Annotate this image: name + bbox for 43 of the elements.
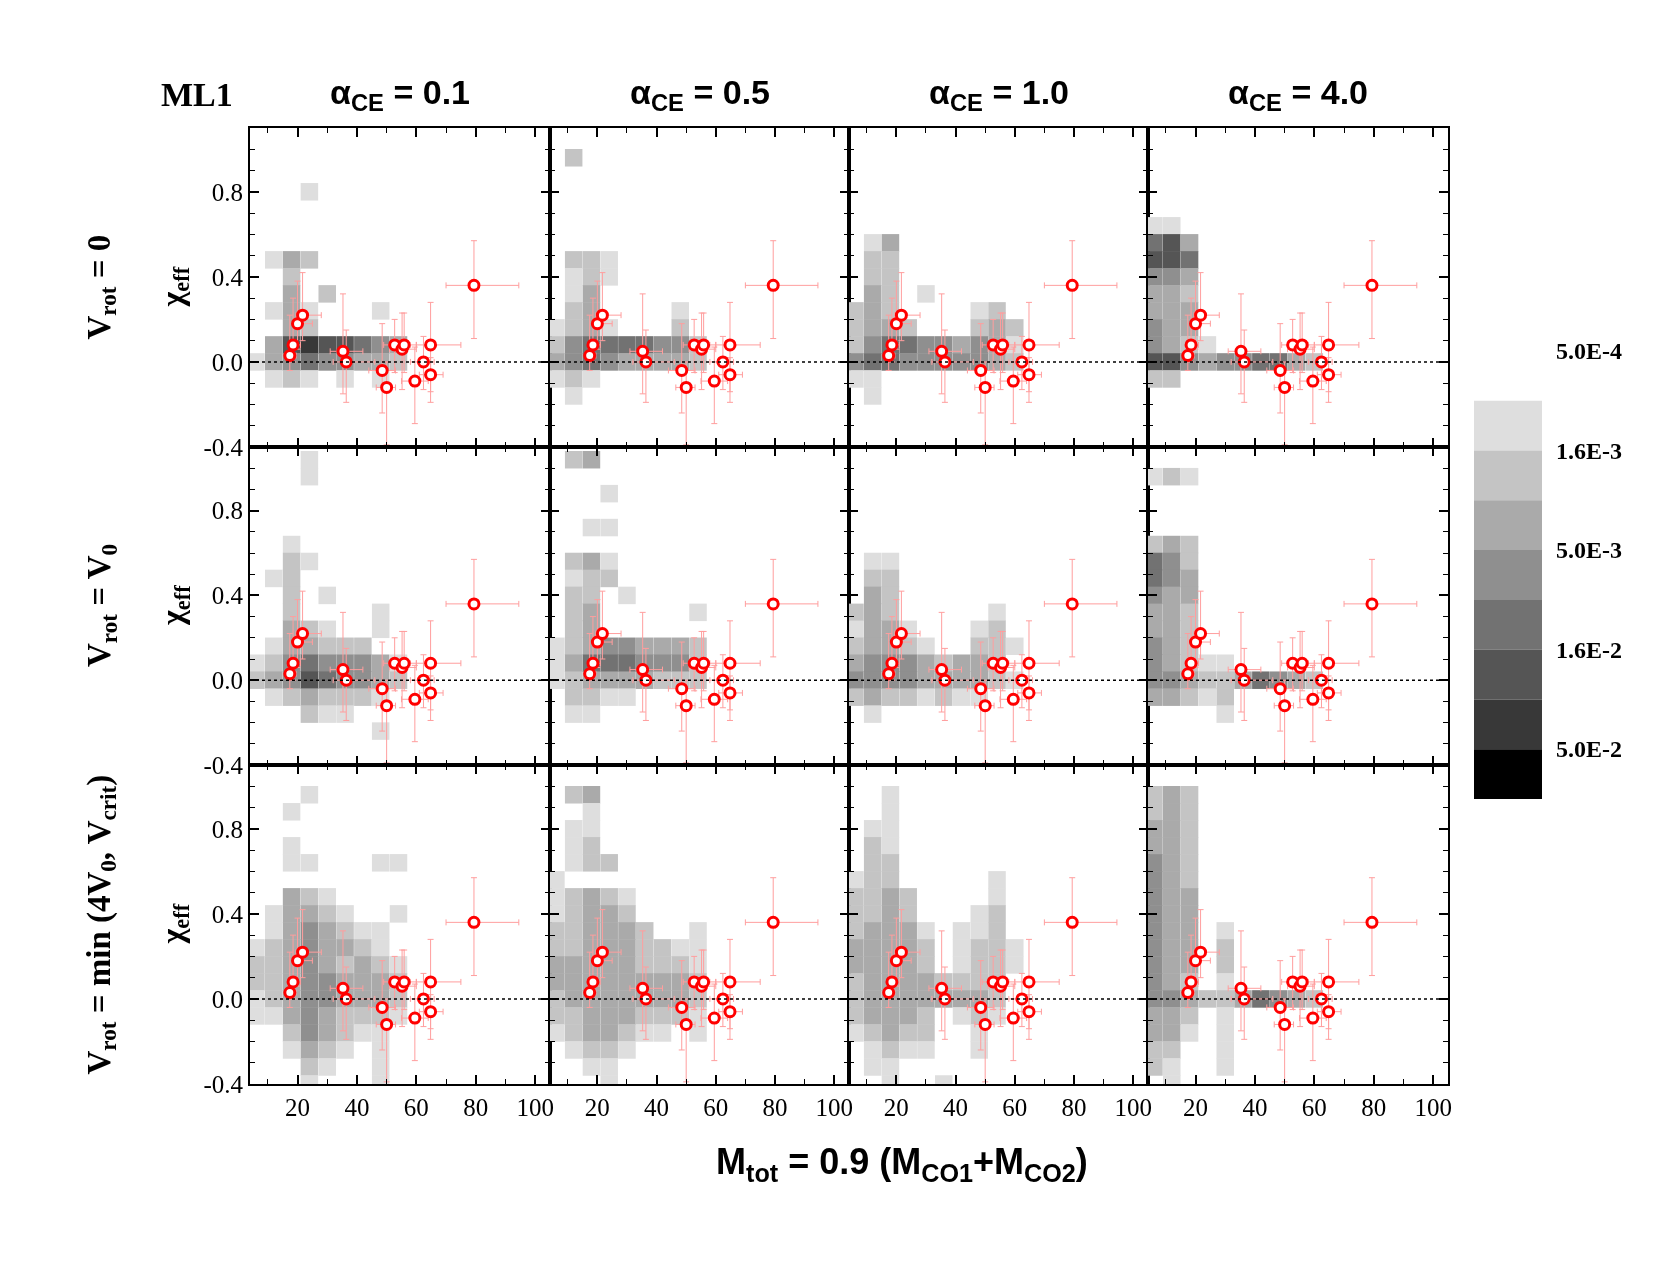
x-tick-label: 80: [463, 1094, 489, 1121]
x-tick-label: 40: [1242, 1094, 1268, 1121]
x-tick-label: 40: [644, 1094, 670, 1121]
x-tick-label: 100: [1414, 1094, 1452, 1121]
y-tick-label: 0.4: [211, 263, 244, 291]
y-tick-label: -0.4: [203, 751, 244, 779]
text: 1.6E-3: [1556, 438, 1622, 464]
x-tick-label: 40: [344, 1094, 370, 1121]
y-tick-label: -0.4: [203, 1070, 244, 1098]
x-tick-label: 60: [1301, 1094, 1327, 1121]
y-tick-label: 0.0: [211, 666, 243, 694]
x-tick-label: 20: [883, 1094, 909, 1121]
x-tick-label: 20: [1183, 1094, 1209, 1121]
x-axis-title: M$_{tot}$ = 0.9 (M$_{CO1}$+M$_{CO2}$): [716, 1141, 1088, 1187]
x-tick-label: 40: [943, 1094, 969, 1121]
text: 1.6E-2: [1556, 637, 1622, 663]
x-tick-label: 60: [703, 1094, 729, 1121]
text: 5.0E-3: [1556, 537, 1622, 563]
chart-title: α$_{CE}$ = 0.1: [330, 73, 470, 117]
chart-title: α$_{CE}$ = 4.0: [1228, 73, 1368, 117]
chart-title: α$_{CE}$ = 0.5: [630, 73, 770, 117]
text: ML1: [161, 76, 233, 113]
x-tick-label: 80: [762, 1094, 788, 1121]
text: 5.0E-2: [1556, 736, 1622, 762]
y-tick-label: -0.4: [203, 433, 244, 461]
y-tick-label: 0.8: [211, 178, 243, 206]
x-tick-label: 80: [1061, 1094, 1087, 1121]
x-tick-label: 100: [516, 1094, 554, 1121]
y-tick-label: 0.8: [211, 815, 243, 843]
x-tick-label: 20: [584, 1094, 610, 1121]
x-tick-label: 60: [1002, 1094, 1028, 1121]
x-tick-label: 20: [285, 1094, 311, 1121]
chart-title: α$_{CE}$ = 1.0: [929, 73, 1069, 117]
y-tick-label: 0.0: [211, 348, 243, 376]
x-tick-label: 80: [1361, 1094, 1387, 1121]
x-tick-label: 60: [403, 1094, 429, 1121]
text: 5.0E-4: [1556, 338, 1622, 364]
y-tick-label: 0.4: [211, 582, 244, 610]
y-tick-label: 0.0: [211, 985, 243, 1013]
x-tick-label: 100: [815, 1094, 853, 1121]
x-tick-label: 100: [1114, 1094, 1152, 1121]
y-tick-label: 0.8: [211, 497, 243, 525]
y-tick-label: 0.4: [211, 900, 244, 928]
